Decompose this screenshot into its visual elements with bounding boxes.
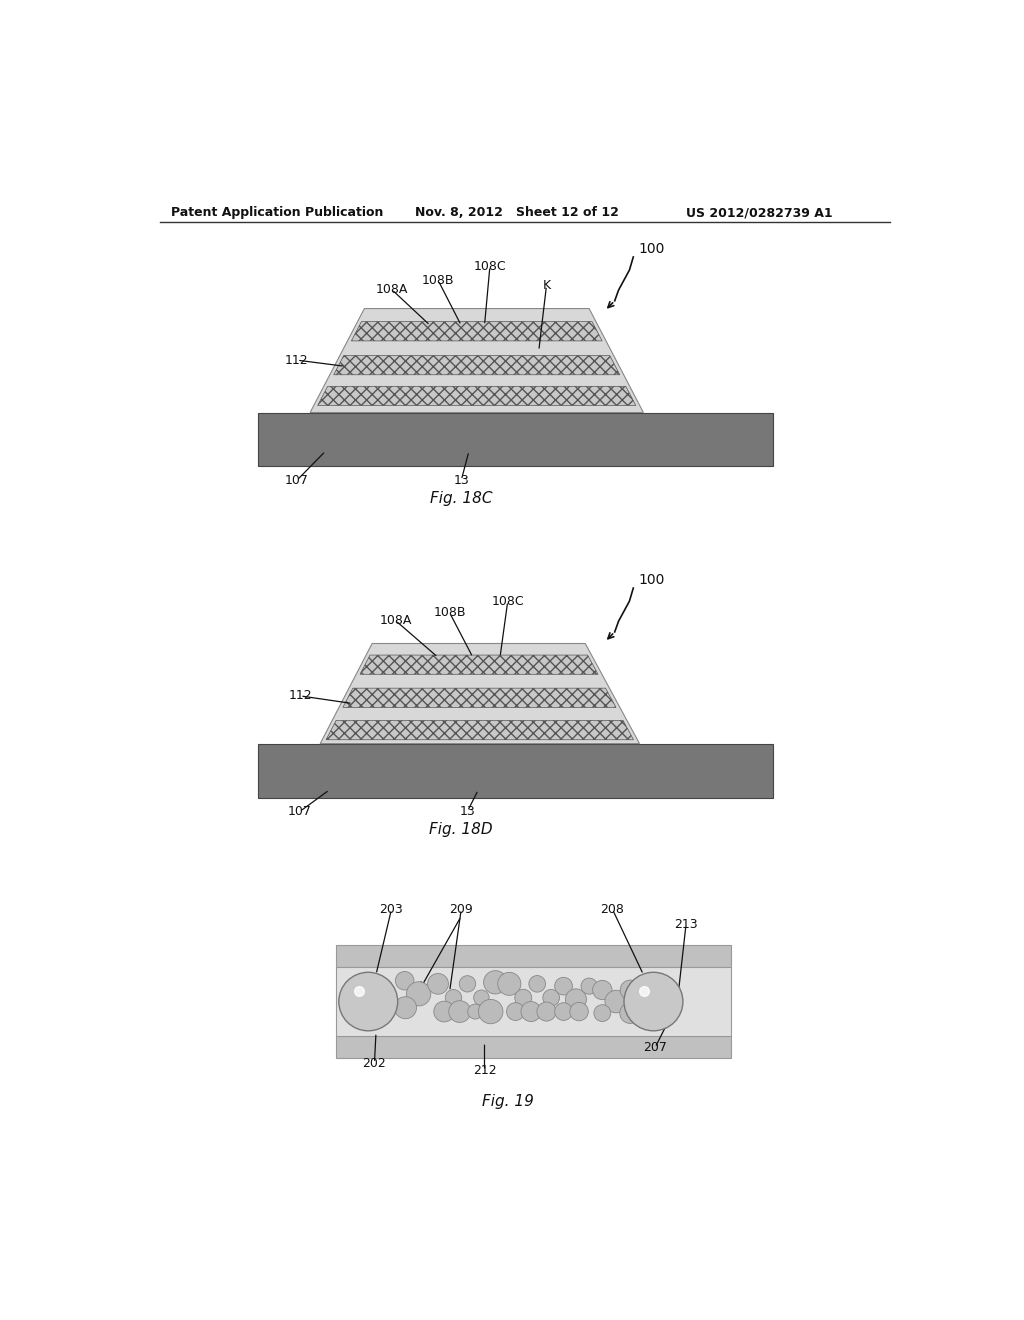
Text: 112: 112 [288, 689, 312, 702]
Polygon shape [310, 309, 643, 412]
Text: 202: 202 [362, 1056, 386, 1069]
Polygon shape [351, 322, 602, 341]
Polygon shape [334, 355, 620, 375]
Polygon shape [258, 743, 773, 797]
Text: K: K [543, 279, 551, 292]
Circle shape [581, 978, 597, 994]
Polygon shape [321, 644, 640, 743]
Text: US 2012/0282739 A1: US 2012/0282739 A1 [686, 206, 833, 219]
Polygon shape [326, 721, 634, 739]
Text: 108B: 108B [422, 273, 455, 286]
Polygon shape [336, 945, 731, 966]
Text: Fig. 18C: Fig. 18C [430, 491, 493, 506]
Circle shape [528, 975, 546, 993]
Circle shape [478, 999, 503, 1024]
Text: 107: 107 [285, 474, 309, 487]
Text: 13: 13 [454, 474, 469, 487]
Circle shape [521, 1002, 541, 1022]
Polygon shape [360, 655, 598, 675]
Text: 108C: 108C [474, 260, 506, 273]
Polygon shape [336, 966, 731, 1036]
Circle shape [555, 1003, 572, 1020]
Text: 100: 100 [638, 243, 665, 256]
Circle shape [543, 990, 559, 1006]
Circle shape [468, 1005, 482, 1019]
Text: 112: 112 [285, 354, 309, 367]
Polygon shape [336, 1036, 731, 1057]
Circle shape [449, 1001, 471, 1023]
Circle shape [474, 990, 489, 1006]
Circle shape [407, 982, 431, 1006]
Text: 108B: 108B [433, 606, 466, 619]
Circle shape [428, 973, 449, 994]
Circle shape [620, 1003, 641, 1023]
Text: 108A: 108A [376, 282, 408, 296]
Polygon shape [258, 412, 773, 466]
Circle shape [434, 1001, 455, 1022]
Text: 209: 209 [450, 903, 473, 916]
Circle shape [605, 990, 628, 1012]
Text: Fig. 19: Fig. 19 [482, 1094, 534, 1109]
Circle shape [394, 997, 417, 1019]
Circle shape [395, 972, 414, 990]
Text: 107: 107 [288, 805, 312, 818]
Circle shape [624, 973, 683, 1031]
Text: 212: 212 [473, 1064, 497, 1077]
Text: 100: 100 [638, 573, 665, 587]
Circle shape [515, 989, 531, 1006]
Circle shape [339, 973, 397, 1031]
Circle shape [507, 1003, 524, 1020]
Circle shape [555, 977, 572, 995]
Text: 13: 13 [460, 805, 475, 818]
Text: 108A: 108A [379, 614, 412, 627]
Text: 213: 213 [674, 917, 697, 931]
Circle shape [569, 1002, 589, 1020]
Text: 207: 207 [643, 1041, 667, 1055]
Text: Patent Application Publication: Patent Application Publication [171, 206, 383, 219]
Circle shape [445, 990, 462, 1006]
Circle shape [621, 979, 640, 1001]
Circle shape [537, 1002, 556, 1022]
Circle shape [483, 970, 507, 994]
Polygon shape [317, 387, 636, 405]
Text: 108C: 108C [492, 594, 524, 607]
Text: 203: 203 [380, 903, 403, 916]
Circle shape [459, 975, 476, 993]
Circle shape [593, 981, 612, 999]
Circle shape [565, 989, 587, 1010]
Polygon shape [343, 688, 616, 708]
Text: 208: 208 [600, 903, 625, 916]
Circle shape [498, 973, 521, 995]
Text: Fig. 18D: Fig. 18D [429, 822, 494, 837]
Text: Nov. 8, 2012   Sheet 12 of 12: Nov. 8, 2012 Sheet 12 of 12 [415, 206, 618, 219]
Circle shape [594, 1005, 610, 1022]
